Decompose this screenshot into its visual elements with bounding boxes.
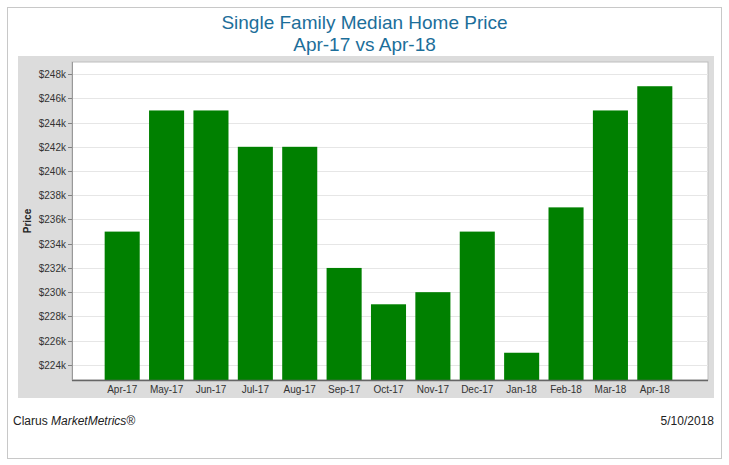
bar <box>193 110 228 380</box>
y-tick-label: $236k <box>39 214 67 225</box>
x-tick-label: Apr-17 <box>107 384 137 395</box>
tick-mark <box>68 171 72 172</box>
x-tick-label: May-17 <box>150 384 184 395</box>
y-tick-label: $224k <box>39 360 67 371</box>
date-note: 5/10/2018 <box>661 414 715 428</box>
bar <box>327 268 362 380</box>
y-axis-line <box>72 62 73 380</box>
source-note-part: Clarus <box>13 414 51 428</box>
source-note: Clarus MarketMetrics® <box>13 414 135 428</box>
bar <box>549 207 584 380</box>
tick-mark <box>68 74 72 75</box>
tick-mark <box>68 123 72 124</box>
bars <box>105 86 673 380</box>
y-tick-label: $242k <box>39 142 67 153</box>
y-tick-label: $234k <box>39 239 67 250</box>
x-tick-label: Oct-17 <box>373 384 403 395</box>
tick-mark <box>68 268 72 269</box>
y-tick-label: $238k <box>39 190 67 201</box>
tick-mark <box>68 219 72 220</box>
grid-line <box>72 74 708 75</box>
x-axis-line <box>72 380 708 382</box>
tick-mark <box>68 244 72 245</box>
y-tick-label: $240k <box>39 166 67 177</box>
y-tick-label: $232k <box>39 263 67 274</box>
x-tick-label: Sep-17 <box>328 384 361 395</box>
chart-panel <box>18 56 714 398</box>
y-tick-label: $244k <box>39 118 67 129</box>
title: Single Family Median Home Price <box>221 12 507 33</box>
tick-mark <box>68 147 72 148</box>
chart-root: Single Family Median Home PriceApr-17 vs… <box>0 0 729 465</box>
y-tick-label: $228k <box>39 311 67 322</box>
bar <box>415 292 450 380</box>
y-axis-label: Price <box>22 208 33 233</box>
grid-line <box>72 98 708 99</box>
bar <box>637 86 672 380</box>
y-tick-label: $248k <box>39 69 67 80</box>
tick-mark <box>68 195 72 196</box>
x-tick-label: Mar-18 <box>595 384 627 395</box>
tick-mark <box>68 341 72 342</box>
x-tick-label: Nov-17 <box>417 384 450 395</box>
outer-border <box>8 8 722 459</box>
source-note-part: MarketMetrics® <box>51 414 135 428</box>
bar <box>460 232 495 380</box>
y-tick-label: $226k <box>39 336 67 347</box>
bar <box>504 353 539 380</box>
bar <box>593 110 628 380</box>
x-tick-label: Apr-18 <box>640 384 670 395</box>
bar <box>371 304 406 380</box>
y-tick-label: $246k <box>39 93 67 104</box>
tick-mark <box>68 316 72 317</box>
x-tick-label: Feb-18 <box>550 384 582 395</box>
y-tick-label: $230k <box>39 287 67 298</box>
subtitle: Apr-17 vs Apr-18 <box>293 34 436 55</box>
bar <box>149 110 184 380</box>
x-tick-label: Jun-17 <box>196 384 227 395</box>
chart-svg: Single Family Median Home PriceApr-17 vs… <box>0 0 729 465</box>
tick-mark <box>68 365 72 366</box>
tick-mark <box>68 98 72 99</box>
bar <box>282 147 317 380</box>
x-tick-label: Jul-17 <box>242 384 270 395</box>
plot-area <box>72 62 708 380</box>
bar <box>238 147 273 380</box>
x-tick-label: Aug-17 <box>284 384 317 395</box>
tick-mark <box>68 292 72 293</box>
x-tick-label: Dec-17 <box>461 384 494 395</box>
x-tick-label: Jan-18 <box>506 384 537 395</box>
bar <box>105 232 140 380</box>
